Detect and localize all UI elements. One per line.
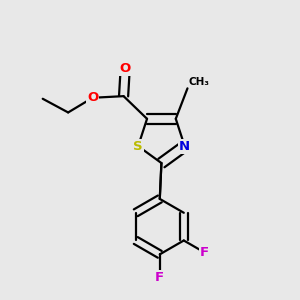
Text: N: N bbox=[179, 140, 190, 153]
Text: S: S bbox=[133, 140, 143, 153]
Text: O: O bbox=[120, 62, 131, 75]
Text: F: F bbox=[200, 246, 209, 259]
Text: O: O bbox=[87, 91, 98, 104]
Text: CH₃: CH₃ bbox=[188, 77, 209, 87]
Text: F: F bbox=[155, 271, 164, 284]
